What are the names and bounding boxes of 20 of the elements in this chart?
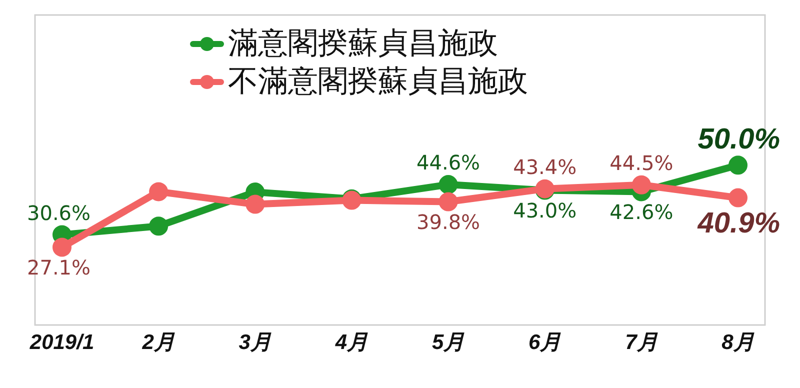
x-tick-label: 4月 <box>334 331 368 354</box>
x-tick-label: 6月 <box>528 331 562 354</box>
data-label: 39.8% <box>416 210 480 234</box>
data-label: 43.4% <box>513 155 577 180</box>
x-tick-label: 2019/1 <box>28 331 94 354</box>
x-tick-label: 7月 <box>625 331 658 354</box>
data-label: 43.0% <box>513 198 577 222</box>
x-tick-label: 3月 <box>238 331 272 354</box>
legend-label: 滿意閣揆蘇貞昌施政 <box>228 25 498 63</box>
x-tick-label: 2月 <box>141 331 175 354</box>
data-label: 27.1% <box>27 255 91 280</box>
data-label: 30.6% <box>27 200 91 225</box>
x-tick-label: 5月 <box>432 331 465 354</box>
data-label: 44.5% <box>610 151 674 176</box>
data-label: 40.9% <box>696 207 780 240</box>
legend-label: 不滿意閣揆蘇貞昌施政 <box>228 63 528 101</box>
data-label: 44.6% <box>416 150 480 175</box>
x-tick-label: 8月 <box>722 331 754 354</box>
data-label: 42.6% <box>610 200 674 224</box>
data-label: 50.0% <box>698 124 780 156</box>
